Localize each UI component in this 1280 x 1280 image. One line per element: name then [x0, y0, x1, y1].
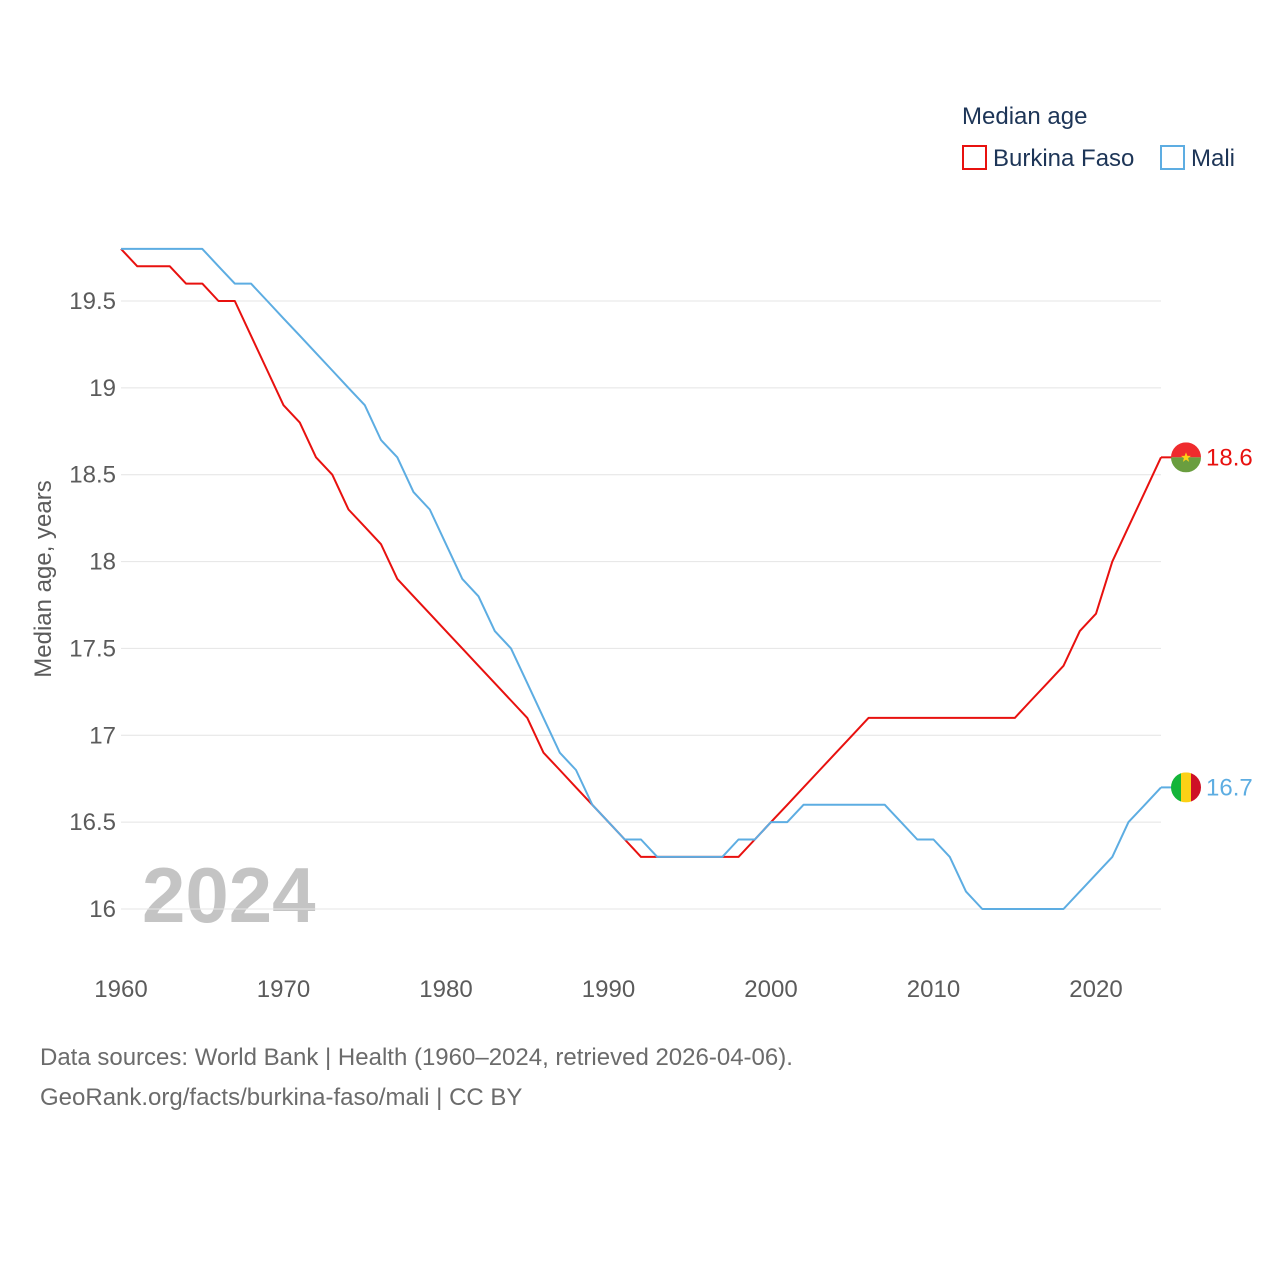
- y-tick-label: 19.5: [69, 288, 116, 315]
- y-axis-ticks: 16 16.5 17 17.5 18 18.5 19 19.5: [69, 288, 116, 923]
- median-age-chart: Median age Burkina Faso Mali Median age,…: [30, 103, 1253, 1003]
- data-sources-note: Data sources: World Bank | Health (1960–…: [40, 1044, 793, 1071]
- y-tick-label: 19: [89, 375, 116, 402]
- current-year-watermark: 2024: [142, 851, 316, 939]
- legend-label-burkina-faso: Burkina Faso: [993, 145, 1134, 172]
- y-axis-title: Median age, years: [30, 480, 57, 677]
- credit-note[interactable]: GeoRank.org/facts/burkina-faso/mali | CC…: [40, 1084, 523, 1111]
- legend-item-mali[interactable]: Mali: [1160, 145, 1235, 172]
- x-tick-label: 1980: [419, 976, 472, 1003]
- y-tick-label: 18: [89, 549, 116, 576]
- y-tick-label: 18.5: [69, 462, 116, 489]
- x-tick-label: 1970: [257, 976, 310, 1003]
- y-tick-label: 16: [89, 896, 116, 923]
- x-tick-label: 2020: [1069, 976, 1122, 1003]
- series-lines: [120, 247, 1162, 910]
- x-tick-label: 2000: [744, 976, 797, 1003]
- x-axis-ticks: 1960 1970 1980 1990 2000 2010 2020: [94, 976, 1122, 1003]
- series-end-markers: 18.6 16.7: [1161, 442, 1253, 803]
- mali-flag-icon: [1171, 772, 1201, 803]
- y-tick-label: 17.5: [69, 635, 116, 662]
- legend-item-burkina-faso[interactable]: Burkina Faso: [962, 145, 1134, 172]
- y-tick-label: 17: [89, 722, 116, 749]
- y-tick-label: 16.5: [69, 809, 116, 836]
- series-line-mali[interactable]: [121, 247, 1162, 910]
- end-value-label-burkina-faso: 18.6: [1206, 444, 1253, 471]
- end-value-label-mali: 16.7: [1206, 774, 1253, 801]
- x-tick-label: 1990: [582, 976, 635, 1003]
- series-line-burkina-faso[interactable]: [120, 248, 1162, 858]
- gridlines: [121, 300, 1161, 910]
- legend-swatch-burkina-faso: [962, 145, 987, 170]
- burkina-faso-flag-icon: [1171, 442, 1201, 473]
- legend-title: Median age: [962, 103, 1087, 130]
- x-tick-label: 1960: [94, 976, 147, 1003]
- legend-label-mali: Mali: [1191, 145, 1235, 172]
- legend-swatch-mali: [1160, 145, 1185, 170]
- x-tick-label: 2010: [907, 976, 960, 1003]
